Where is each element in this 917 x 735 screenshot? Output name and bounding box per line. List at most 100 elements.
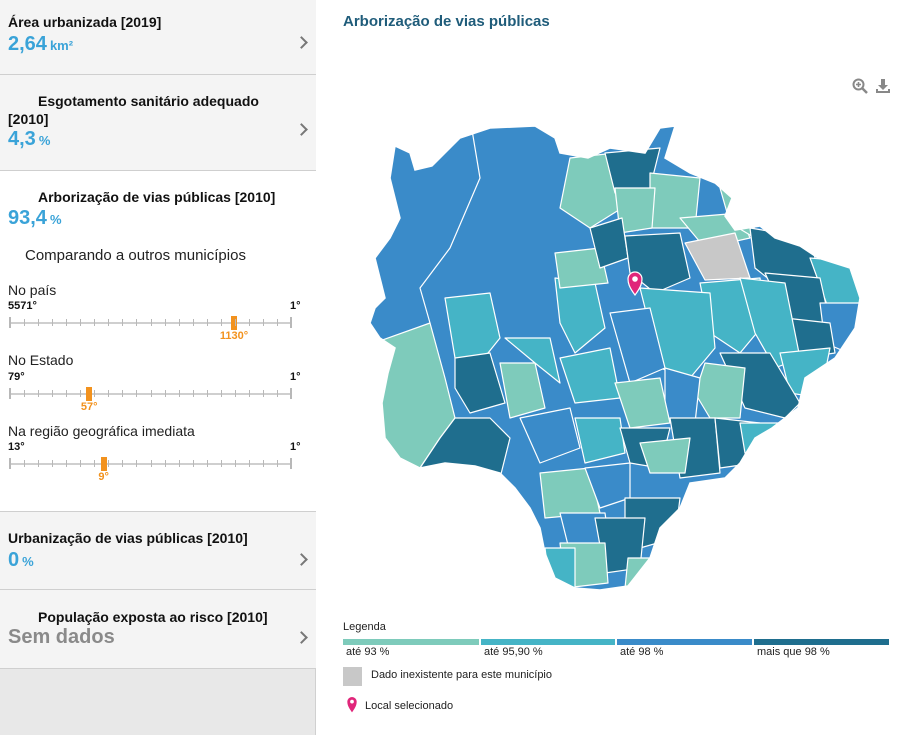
- ranking-position: 9°: [98, 471, 109, 483]
- indicator-card-populacao-risco[interactable]: População exposta ao risco [2010] Sem da…: [0, 590, 316, 669]
- comparison-heading: Comparando a outros municípios: [25, 247, 246, 264]
- ranking-tick: [122, 319, 123, 326]
- ranking-tick: [94, 460, 95, 467]
- ranking-best: 1°: [290, 441, 301, 453]
- selected-location-pin-icon[interactable]: [627, 271, 643, 297]
- ranking-tick: [179, 460, 180, 467]
- ranking-tick: [277, 319, 278, 326]
- ranking-tick: [80, 460, 81, 467]
- ranking-tick: [122, 460, 123, 467]
- ranking-worst: 13°: [8, 441, 25, 453]
- indicator-card-area-urbanizada[interactable]: Área urbanizada [2019] 2,64 km²: [0, 0, 316, 75]
- indicator-title: População exposta ao risco [2010]: [38, 609, 268, 625]
- region: [504, 337, 561, 384]
- legend-label: até 95,90 %: [484, 646, 543, 658]
- ranking-tick: [249, 390, 250, 397]
- region: [639, 437, 691, 474]
- legend-swatch: [343, 639, 479, 645]
- ranking-tick: [9, 388, 11, 399]
- ranking-tick: [94, 390, 95, 397]
- ranking-tick: [136, 390, 137, 397]
- ranking-tick: [221, 319, 222, 326]
- indicator-card-esgotamento[interactable]: Esgotamento sanitário adequado [2010] 4,…: [0, 75, 316, 171]
- ranking-tick: [249, 460, 250, 467]
- ranking-worst: 79°: [8, 371, 25, 383]
- ranking-marker: [86, 387, 93, 401]
- map-title: Arborização de vias públicas: [343, 13, 550, 30]
- download-icon[interactable]: [875, 78, 891, 94]
- legend-swatch: [754, 639, 889, 645]
- legend-swatch: [617, 639, 752, 645]
- ranking-tick: [38, 319, 39, 326]
- ranking-best: 1°: [290, 371, 301, 383]
- ranking-tick: [235, 319, 236, 326]
- region: [499, 362, 546, 419]
- ranking-label-pais: No país: [8, 282, 57, 298]
- legend-label: até 93 %: [346, 646, 390, 658]
- region: [454, 352, 506, 414]
- ranking-tick: [193, 319, 194, 326]
- indicator-title: Esgotamento sanitário adequado: [38, 93, 259, 109]
- ranking-tick: [80, 390, 81, 397]
- ranking-best: 1°: [290, 300, 301, 312]
- ranking-tick: [24, 319, 25, 326]
- ranking-tick: [52, 390, 53, 397]
- ranking-tick: [52, 319, 53, 326]
- ranking-tick: [108, 319, 109, 326]
- ranking-tick: [263, 460, 264, 467]
- ranking-tick: [151, 319, 152, 326]
- ranking-tick: [66, 390, 67, 397]
- ranking-worst: 5571°: [8, 300, 37, 312]
- ranking-tick: [207, 390, 208, 397]
- ranking-marker: [100, 457, 107, 471]
- region: [614, 187, 656, 234]
- ranking-position: 1130°: [219, 330, 249, 342]
- legend-title: Legenda: [343, 621, 386, 633]
- region: [574, 417, 626, 464]
- zoom-in-icon[interactable]: [852, 78, 868, 94]
- ranking-tick: [38, 390, 39, 397]
- indicator-value: 0%: [8, 549, 34, 571]
- indicator-card-arborizacao[interactable]: Arborização de vias públicas [2010] 93,4…: [0, 171, 316, 512]
- ranking-track: [10, 393, 291, 395]
- legend-no-data-swatch: [343, 667, 362, 686]
- ranking-tick: [207, 319, 208, 326]
- ranking-tick: [290, 458, 292, 469]
- ranking-tick: [235, 390, 236, 397]
- chevron-right-icon: [295, 553, 308, 566]
- ranking-tick: [165, 460, 166, 467]
- ranking-tick: [235, 460, 236, 467]
- ranking-tick: [24, 460, 25, 467]
- municipality-map[interactable]: [360, 118, 870, 598]
- region: [554, 247, 609, 289]
- indicator-title: Urbanização de vias públicas [2010]: [8, 530, 248, 546]
- chevron-right-icon: [295, 123, 308, 136]
- indicator-title: Área urbanizada [2019]: [8, 14, 162, 30]
- legend-label: mais que 98 %: [757, 646, 830, 658]
- ranking-tick: [207, 460, 208, 467]
- indicator-card-urbanizacao[interactable]: Urbanização de vias públicas [2010] 0%: [0, 512, 316, 590]
- ranking-tick: [263, 319, 264, 326]
- legend-no-data-label: Dado inexistente para este município: [371, 669, 552, 681]
- ranking-tick: [136, 319, 137, 326]
- indicator-value: Sem dados: [8, 626, 115, 648]
- ranking-tick: [193, 390, 194, 397]
- chevron-right-icon: [295, 36, 308, 49]
- ranking-tick: [122, 390, 123, 397]
- indicator-title-year: [2010]: [8, 111, 49, 127]
- ranking-tick: [24, 390, 25, 397]
- ranking-position: 57°: [80, 401, 98, 413]
- ranking-tick: [151, 460, 152, 467]
- ranking-tick: [80, 319, 81, 326]
- ranking-tick: [108, 390, 109, 397]
- ranking-track: [10, 322, 291, 324]
- region: [444, 292, 501, 364]
- indicator-value: 93,4%: [8, 207, 62, 229]
- ranking-tick: [151, 390, 152, 397]
- ranking-label-estado: No Estado: [8, 352, 74, 368]
- legend-label: até 98 %: [620, 646, 664, 658]
- region: [664, 367, 701, 424]
- ranking-tick: [249, 319, 250, 326]
- ranking-tick: [263, 390, 264, 397]
- location-pin-icon: [347, 697, 357, 713]
